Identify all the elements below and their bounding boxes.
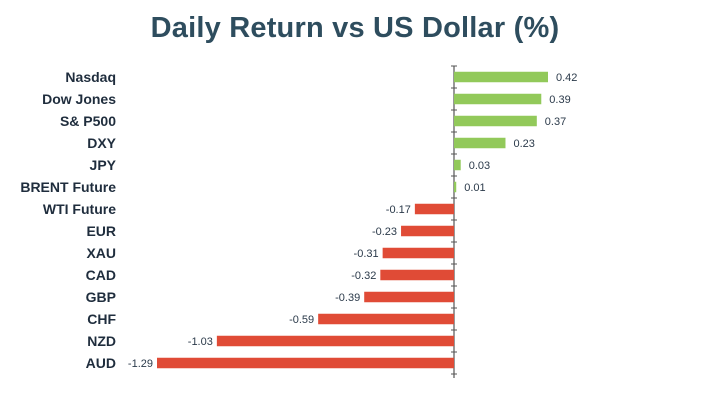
value-label: 0.23 <box>513 138 534 150</box>
bar <box>454 159 461 171</box>
bar <box>454 115 537 127</box>
value-label: -0.59 <box>289 314 314 326</box>
bar <box>414 203 454 215</box>
category-label: AUD <box>86 355 116 371</box>
category-label: DXY <box>87 135 116 151</box>
category-label: BRENT Future <box>20 179 116 195</box>
category-label: NZD <box>87 333 116 349</box>
category-label: JPY <box>90 157 117 173</box>
category-label: XAU <box>86 245 116 261</box>
value-label: 0.39 <box>549 94 570 106</box>
value-label: -0.23 <box>372 226 397 238</box>
category-label: WTI Future <box>43 201 116 217</box>
chart-title: Daily Return vs US Dollar (%) <box>150 12 560 44</box>
category-label: CAD <box>86 267 116 283</box>
axis-layer <box>451 65 457 378</box>
value-label: -0.32 <box>351 270 376 282</box>
value-label: 0.37 <box>545 116 566 128</box>
category-label: Nasdaq <box>65 69 116 85</box>
value-label: -1.03 <box>188 336 213 348</box>
category-label: EUR <box>86 223 116 239</box>
value-label: -0.17 <box>386 204 411 216</box>
bar <box>216 335 454 347</box>
category-label: Dow Jones <box>42 91 116 107</box>
value-label: -0.39 <box>335 292 360 304</box>
labels-layer: Nasdaq 0.42 Dow Jones 0.39 S& P500 0.37 DXY 0.2… <box>20 69 577 371</box>
category-label: S& P500 <box>60 113 116 129</box>
bar <box>318 313 454 325</box>
value-label: -0.31 <box>354 248 379 260</box>
value-label: -1.29 <box>128 358 153 370</box>
bar <box>157 357 454 369</box>
bar <box>401 225 454 237</box>
bar <box>454 181 457 193</box>
bar <box>454 93 542 105</box>
bars-layer <box>157 71 548 369</box>
value-label: 0.42 <box>556 72 577 84</box>
bar <box>454 137 506 149</box>
bar <box>382 247 454 259</box>
value-label: 0.03 <box>469 160 490 172</box>
category-label: CHF <box>87 311 116 327</box>
bar <box>380 269 454 281</box>
category-label: GBP <box>86 289 116 305</box>
bar <box>364 291 454 303</box>
bar <box>454 71 548 83</box>
value-label: 0.01 <box>464 182 485 194</box>
